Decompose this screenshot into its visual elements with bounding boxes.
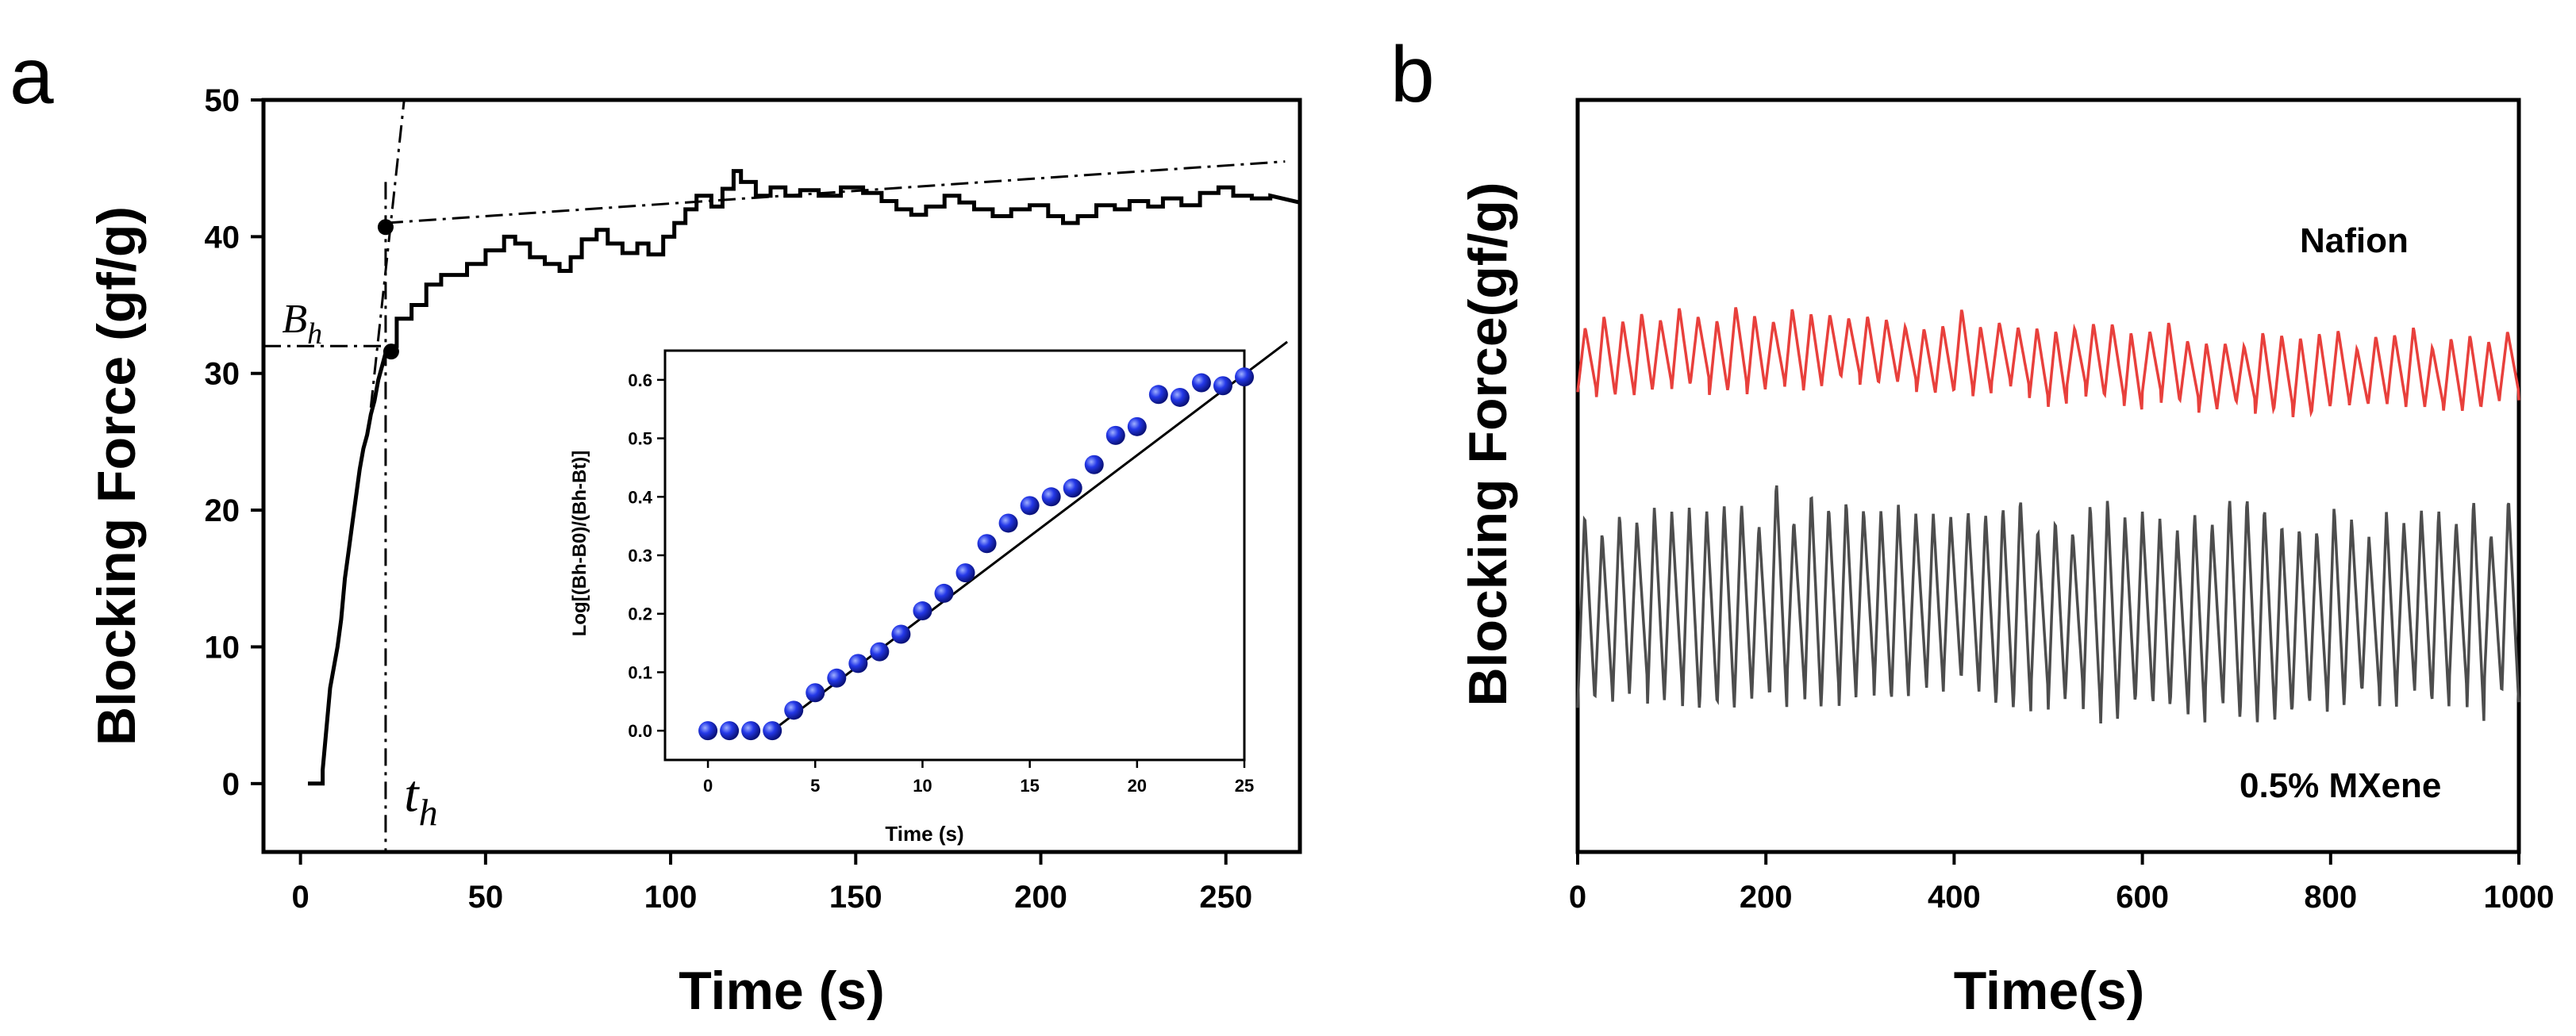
chart-a-inset-x-tick-label: 10 bbox=[913, 776, 932, 796]
chart-a-inset-y-tick-label: 0.3 bbox=[628, 546, 652, 566]
chart-a-inset-y-tick-label: 0.6 bbox=[628, 370, 652, 390]
chart-a-inset-point bbox=[1191, 373, 1211, 393]
chart-a-inset-point bbox=[720, 721, 740, 741]
chart-a-inset-x-tick-label: 5 bbox=[810, 776, 820, 796]
chart-a-inset-point bbox=[763, 721, 782, 741]
chart-a-y-tick-label: 0 bbox=[222, 767, 240, 802]
chart-a-inset-point bbox=[955, 563, 975, 583]
chart-a-x-tick-label: 250 bbox=[1199, 880, 1252, 915]
chart-a-inset-point bbox=[998, 513, 1018, 533]
chart-b-series-mxene-label: 0.5% MXene bbox=[2240, 766, 2441, 805]
chart-a-inset-y-tick-label: 0.1 bbox=[628, 662, 652, 682]
chart-a-inset-point bbox=[827, 668, 847, 688]
chart-a-inset-x-tick-label: 15 bbox=[1020, 776, 1039, 796]
chart-a-annotation-th: th bbox=[404, 765, 437, 834]
chart-a-inset-x-tick-label: 0 bbox=[703, 776, 713, 796]
chart-a-marker bbox=[383, 343, 399, 360]
chart-b-y-axis-title: Blocking Force(gf/g) bbox=[1458, 182, 1518, 706]
chart-b-series-mxene-line bbox=[1576, 485, 2520, 724]
chart-a-x-tick-label: 100 bbox=[644, 880, 698, 915]
chart-a-inset-point bbox=[1063, 478, 1082, 498]
chart-b-x-tick-label: 0 bbox=[1569, 880, 1586, 915]
chart-a-inset-y-tick-label: 0.4 bbox=[628, 487, 652, 507]
chart-b-frame bbox=[1575, 98, 2521, 854]
chart-a-frame bbox=[261, 98, 1302, 854]
chart-a-inset-point bbox=[1127, 416, 1147, 436]
chart-a-x-tick-label: 200 bbox=[1014, 880, 1067, 915]
chart-a-inset-x-axis-title: Time (s) bbox=[885, 822, 963, 846]
panel-a-label: a bbox=[10, 32, 54, 121]
chart-a-inset-point bbox=[1213, 376, 1232, 396]
chart-a-inset-y-tick-label: 0.0 bbox=[628, 721, 652, 741]
chart-a-y-axis-title: Blocking Force (gf/g) bbox=[87, 206, 147, 746]
chart-a-inset-y-tick-label: 0.2 bbox=[628, 604, 652, 624]
chart-a-x-axis-title: Time (s) bbox=[679, 961, 884, 1021]
chart-b-series-nafion-label: Nafion bbox=[2300, 221, 2409, 260]
chart-b-x-axis-title: Time(s) bbox=[1954, 961, 2145, 1021]
chart-a-series-line bbox=[308, 169, 1301, 786]
chart-a-inset-point bbox=[913, 601, 932, 621]
chart-a-inset-point bbox=[1148, 385, 1168, 405]
chart-a-inset-point bbox=[1041, 487, 1061, 507]
chart-a-inset: 0 5 10 15 20 25 0.0 0.1 0.2 0.3 0.4 0.5 0.6 Time (s)… bbox=[569, 340, 1288, 846]
chart-a-y-tick-label: 10 bbox=[205, 630, 240, 665]
chart-a-inset-x-tick-label: 25 bbox=[1235, 776, 1254, 796]
chart-a-inset-point bbox=[934, 583, 954, 603]
chart-a-inset-point bbox=[1020, 496, 1040, 516]
chart-b-x-tick-label: 800 bbox=[2304, 880, 2357, 915]
chart-a-inset-x-tick-label: 20 bbox=[1128, 776, 1147, 796]
chart-a-inset-point bbox=[1170, 387, 1190, 407]
chart-a-x-tick-label: 0 bbox=[292, 880, 310, 915]
chart-a-inset-point bbox=[848, 654, 868, 673]
chart-a-inset-point bbox=[1084, 455, 1104, 474]
chart-a-inset-point bbox=[805, 683, 825, 703]
chart-a-inset-point bbox=[891, 624, 911, 644]
chart-a-inset-point bbox=[784, 700, 804, 720]
chart-a-x-tick-label: 150 bbox=[829, 880, 882, 915]
panel-b-label: b bbox=[1390, 30, 1435, 119]
chart-a-inset-frame bbox=[663, 349, 1246, 762]
chart-b: 0 200 400 600 800 1000 Nafion 0.5% MXene Time… bbox=[1458, 98, 2555, 1021]
chart-a-marker bbox=[377, 219, 394, 236]
chart-a-annotation-Bh: Bh bbox=[282, 297, 322, 351]
chart-a-inset-point bbox=[1105, 425, 1125, 445]
chart-b-x-tick-label: 400 bbox=[1928, 880, 1981, 915]
chart-a-y-tick-label: 30 bbox=[205, 357, 240, 392]
chart-a-inset-point bbox=[870, 642, 890, 662]
chart-b-series-nafion-line bbox=[1576, 307, 2520, 418]
chart-a-y-tick-label: 40 bbox=[205, 220, 240, 255]
chart-a-tangent-line bbox=[369, 99, 406, 408]
chart-a-y-tick-label: 20 bbox=[205, 493, 240, 528]
chart-b-x-tick-label: 200 bbox=[1740, 880, 1793, 915]
chart-a-tangent-line bbox=[385, 160, 1286, 224]
chart-a-x-tick-label: 50 bbox=[468, 880, 504, 915]
chart-b-x-tick-label: 600 bbox=[2116, 880, 2169, 915]
chart-a-inset-y-tick-label: 0.5 bbox=[628, 429, 652, 449]
chart-a-inset-point bbox=[741, 721, 761, 741]
chart-a-inset-point bbox=[698, 721, 718, 741]
chart-a-inset-point bbox=[1235, 367, 1254, 387]
chart-a-inset-point bbox=[977, 534, 997, 554]
chart-a-y-tick-label: 50 bbox=[205, 83, 240, 118]
chart-b-x-tick-label: 1000 bbox=[2484, 880, 2555, 915]
chart-a-inset-y-axis-title: Log[(Bh-B0)/(Bh-Bt)] bbox=[569, 451, 590, 637]
